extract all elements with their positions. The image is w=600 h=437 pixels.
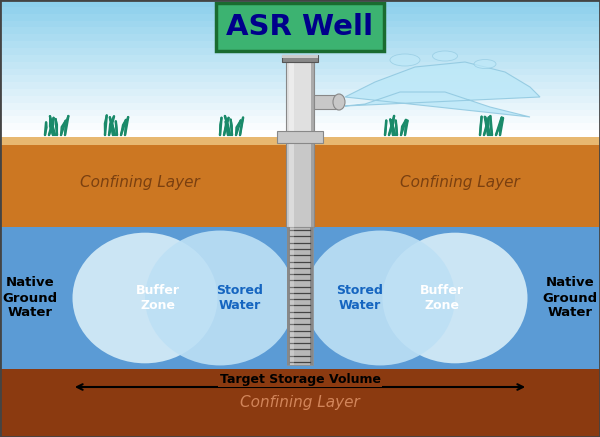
Text: Native
Ground
Water: Native Ground Water (2, 277, 58, 319)
Bar (314, 95, 339, 109)
Ellipse shape (145, 231, 295, 365)
Bar (0, 0, 600, 7)
Text: Confining Layer: Confining Layer (240, 395, 360, 410)
Bar (286, 62, 314, 137)
Bar (311, 62, 314, 137)
Bar (0, 130, 600, 137)
Bar (0, 369, 600, 437)
Bar (290, 227, 294, 365)
Bar (0, 48, 600, 55)
Bar (277, 131, 323, 143)
Bar (0, 116, 600, 123)
Ellipse shape (474, 59, 496, 69)
Polygon shape (345, 62, 540, 117)
Bar (287, 227, 313, 365)
Bar (0, 103, 600, 110)
Bar (286, 137, 314, 227)
Ellipse shape (390, 54, 420, 66)
Ellipse shape (73, 232, 218, 363)
Bar (0, 14, 600, 21)
Text: Stored
Water: Stored Water (337, 284, 383, 312)
Bar (0, 96, 600, 103)
Text: ASR Well: ASR Well (226, 13, 374, 41)
Text: Native
Ground
Water: Native Ground Water (542, 277, 598, 319)
Bar (0, 28, 600, 34)
Text: Buffer
Zone: Buffer Zone (420, 284, 464, 312)
Bar (0, 21, 600, 28)
Text: Confining Layer: Confining Layer (80, 174, 200, 190)
Bar (0, 137, 600, 145)
Bar (289, 137, 294, 227)
Bar (0, 89, 600, 96)
Bar (0, 82, 600, 89)
Bar (310, 227, 313, 365)
Bar (0, 34, 600, 41)
Bar (0, 55, 600, 62)
Bar (287, 227, 290, 365)
Text: Confining Layer: Confining Layer (400, 174, 520, 190)
Bar (289, 62, 294, 137)
Bar (282, 55, 318, 58)
Bar (311, 137, 314, 227)
Text: Target Storage Volume: Target Storage Volume (220, 373, 380, 386)
Bar (0, 227, 600, 369)
Bar (0, 123, 600, 130)
Bar (282, 55, 318, 62)
Bar (0, 41, 600, 48)
Text: Stored
Water: Stored Water (217, 284, 263, 312)
Text: Buffer
Zone: Buffer Zone (136, 284, 180, 312)
Bar (0, 110, 600, 116)
Ellipse shape (305, 231, 455, 365)
Bar (0, 137, 600, 227)
Bar (0, 75, 600, 82)
Bar (0, 69, 600, 75)
Ellipse shape (333, 94, 345, 110)
Bar (0, 7, 600, 14)
Bar (0, 62, 600, 69)
Ellipse shape (433, 51, 458, 61)
Ellipse shape (383, 232, 527, 363)
